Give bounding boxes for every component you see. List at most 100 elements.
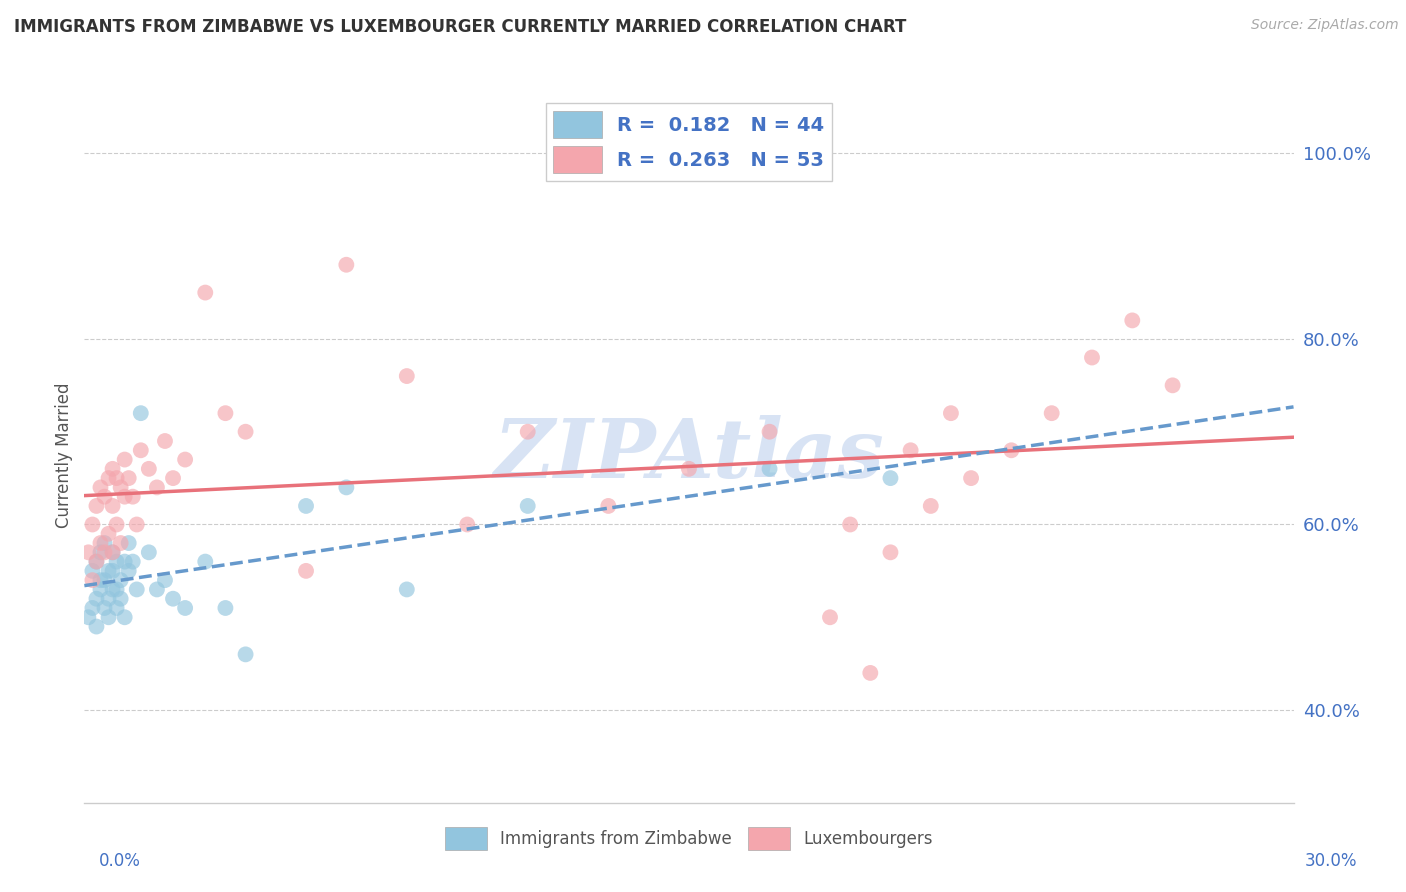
Point (900, 443, 922, 458)
Point (295, 499, 318, 513)
Text: 0.0%: 0.0% (98, 852, 141, 870)
Point (138, 545, 160, 559)
Point (86, 555, 108, 569)
Point (129, 443, 152, 458)
Point (125, 517, 148, 532)
Point (114, 490, 136, 504)
Point (214, 601, 236, 615)
Point (97, 564, 120, 578)
Point (97, 610, 120, 624)
Text: IMMIGRANTS FROM ZIMBABWE VS LUXEMBOURGER CURRENTLY MARRIED CORRELATION CHART: IMMIGRANTS FROM ZIMBABWE VS LUXEMBOURGER… (14, 18, 907, 36)
Point (235, 425, 257, 439)
Point (839, 517, 862, 532)
Point (758, 425, 780, 439)
Point (818, 610, 841, 624)
Point (86, 499, 108, 513)
Point (153, 573, 176, 587)
Text: 30.0%: 30.0% (1305, 852, 1357, 870)
Y-axis label: Currently Married: Currently Married (55, 382, 73, 528)
Point (121, 555, 143, 569)
Point (758, 462, 780, 476)
Point (153, 434, 176, 448)
Text: Source: ZipAtlas.com: Source: ZipAtlas.com (1251, 18, 1399, 32)
Text: ZIPAtlas: ZIPAtlas (494, 415, 884, 495)
Point (598, 499, 620, 513)
Point (678, 462, 700, 476)
Point (93, 573, 115, 587)
Point (960, 471, 983, 485)
Point (516, 425, 538, 439)
Point (295, 564, 318, 578)
Point (93, 545, 115, 559)
Point (86, 619, 108, 633)
Point (89, 480, 111, 494)
Point (105, 517, 128, 532)
Point (101, 499, 124, 513)
Point (89, 545, 111, 559)
Point (93, 490, 115, 504)
Point (97, 591, 120, 606)
Point (879, 471, 901, 485)
Point (105, 555, 128, 569)
Point (194, 555, 217, 569)
Point (114, 555, 136, 569)
Point (138, 462, 160, 476)
Point (214, 406, 236, 420)
Point (125, 582, 148, 597)
Point (93, 601, 115, 615)
Point (82, 517, 104, 532)
Legend: Immigrants from Zimbabwe, Luxembourgers: Immigrants from Zimbabwe, Luxembourgers (439, 820, 939, 857)
Point (93, 536, 115, 550)
Point (162, 591, 184, 606)
Point (1121, 313, 1143, 327)
Point (77, 610, 100, 624)
Point (235, 648, 257, 662)
Point (859, 665, 882, 680)
Point (114, 452, 136, 467)
Point (146, 582, 169, 597)
Point (110, 591, 132, 606)
Point (89, 582, 111, 597)
Point (77, 545, 100, 559)
Point (162, 471, 184, 485)
Point (920, 499, 942, 513)
Point (86, 591, 108, 606)
Point (82, 573, 104, 587)
Point (101, 545, 124, 559)
Point (101, 462, 124, 476)
Point (118, 564, 141, 578)
Point (114, 610, 136, 624)
Point (879, 545, 901, 559)
Point (101, 545, 124, 559)
Point (89, 573, 111, 587)
Point (395, 369, 418, 384)
Point (174, 452, 197, 467)
Point (110, 536, 132, 550)
Point (89, 536, 111, 550)
Point (335, 258, 357, 272)
Point (395, 582, 418, 597)
Point (101, 564, 124, 578)
Point (86, 555, 108, 569)
Point (516, 499, 538, 513)
Point (118, 536, 141, 550)
Point (456, 517, 478, 532)
Point (82, 601, 104, 615)
Point (105, 471, 128, 485)
Point (82, 564, 104, 578)
Point (939, 406, 962, 420)
Point (118, 471, 141, 485)
Point (129, 406, 152, 420)
Point (105, 601, 128, 615)
Point (194, 285, 217, 300)
Point (146, 480, 169, 494)
Point (1081, 351, 1104, 365)
Point (335, 480, 357, 494)
Point (110, 573, 132, 587)
Point (101, 582, 124, 597)
Point (1040, 406, 1063, 420)
Point (1161, 378, 1184, 392)
Point (97, 526, 120, 541)
Point (174, 601, 197, 615)
Point (97, 471, 120, 485)
